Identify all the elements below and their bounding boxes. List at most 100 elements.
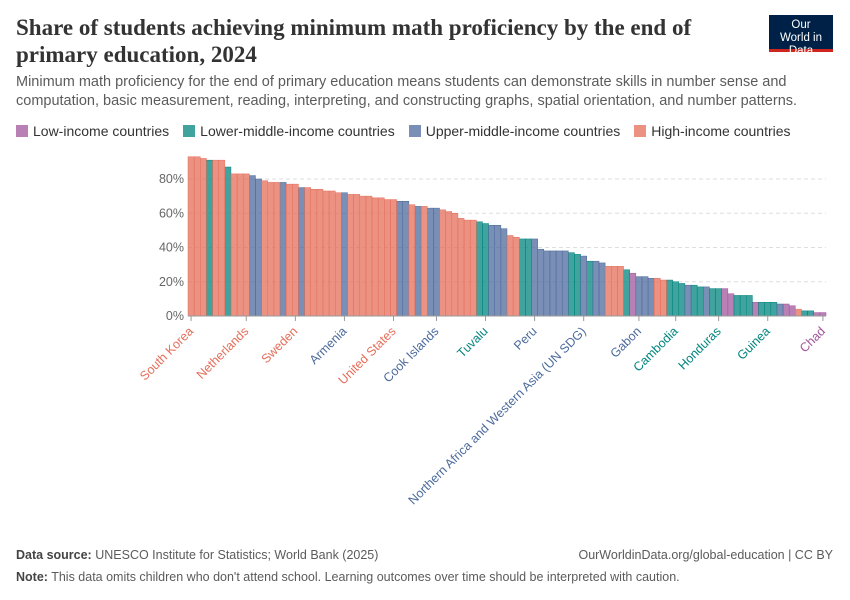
source-text: UNESCO Institute for Statistics; World B…	[95, 548, 379, 562]
y-tick-label: 0%	[166, 309, 184, 323]
logo[interactable]: Our World in Data	[769, 15, 833, 57]
bar	[261, 180, 269, 317]
y-tick-label: 60%	[159, 206, 184, 220]
bar	[445, 211, 453, 317]
bar	[390, 199, 397, 317]
bar	[770, 302, 778, 317]
x-tick-label: Guinea	[734, 324, 772, 362]
bar	[739, 295, 747, 317]
bar	[359, 195, 367, 317]
legend-item[interactable]: High-income countries	[634, 123, 791, 139]
bar	[653, 278, 661, 317]
bar	[629, 272, 637, 317]
bar	[561, 250, 569, 317]
bar	[279, 182, 287, 317]
bar	[322, 190, 330, 317]
bar	[727, 293, 735, 317]
bar	[543, 250, 551, 317]
bar	[371, 197, 379, 317]
x-tick-label: South Korea	[137, 324, 196, 383]
bar	[476, 221, 483, 317]
bar	[537, 248, 545, 317]
bar	[672, 281, 680, 317]
bar	[660, 279, 667, 317]
bar	[242, 173, 250, 317]
bar	[402, 201, 410, 317]
note-label: Note:	[16, 570, 48, 584]
bar	[641, 276, 649, 317]
x-tick-label: Chad	[797, 324, 828, 355]
bar	[433, 207, 440, 317]
bar	[801, 310, 808, 317]
bar	[623, 269, 630, 317]
bar	[678, 283, 686, 317]
bar	[709, 288, 716, 317]
bar	[341, 192, 348, 317]
bar	[200, 158, 207, 317]
source: Data source: UNESCO Institute for Statis…	[16, 548, 378, 562]
bar	[776, 303, 784, 317]
bar	[647, 278, 655, 317]
bar	[666, 279, 673, 317]
bar	[752, 302, 759, 317]
bar	[813, 312, 821, 317]
x-tick-label: Northern Africa and Western Asia (UN SDG…	[406, 324, 589, 507]
bar	[494, 224, 502, 317]
bar	[635, 276, 643, 317]
bar	[463, 219, 471, 317]
bar	[420, 206, 428, 317]
bar	[617, 266, 624, 317]
bar	[746, 295, 753, 317]
legend-swatch	[16, 125, 28, 137]
bar	[193, 156, 201, 317]
bar	[512, 236, 520, 317]
legend-swatch	[634, 125, 647, 137]
bar	[396, 201, 403, 317]
bar	[427, 207, 434, 317]
bar	[377, 197, 385, 317]
chart-subtitle: Minimum math proficiency for the end of …	[16, 74, 798, 109]
bar	[298, 187, 305, 317]
legend-label: Lower-middle-income countries	[200, 123, 395, 139]
x-tick-label: Tuvalu	[455, 324, 491, 360]
bar	[249, 175, 256, 317]
legend-item[interactable]: Upper-middle-income countries	[408, 123, 621, 139]
x-tick-label: Sweden	[259, 324, 301, 366]
bar	[224, 166, 232, 317]
bar	[408, 204, 416, 317]
y-tick-label: 40%	[159, 241, 184, 255]
legend-label: Upper-middle-income countries	[425, 123, 621, 139]
source-url[interactable]: OurWorldinData.org/global-education | CC…	[578, 548, 833, 562]
legend-label: Low-income countries	[33, 123, 170, 139]
bar	[384, 199, 391, 317]
bar	[807, 310, 814, 317]
x-tick-label: Netherlands	[194, 324, 252, 382]
bar	[347, 194, 354, 317]
legend-label: High-income countries	[651, 123, 791, 139]
bar	[304, 187, 311, 317]
bar	[236, 173, 244, 317]
chart-title: Share of students achieving minimum math…	[16, 15, 692, 67]
bar	[506, 235, 514, 317]
bar	[758, 302, 765, 317]
legend-item[interactable]: Low-income countries	[16, 123, 169, 139]
bar	[285, 183, 293, 317]
bar	[580, 255, 587, 317]
bar	[764, 302, 772, 317]
bar	[316, 189, 324, 317]
x-tick-label: Peru	[511, 324, 540, 353]
bar	[598, 262, 606, 317]
note-text: This data omits children who don't atten…	[51, 570, 680, 584]
bar	[555, 250, 563, 317]
bar	[795, 308, 802, 317]
bar	[500, 228, 508, 317]
bar	[574, 254, 581, 317]
bar	[365, 195, 373, 317]
bar	[457, 218, 465, 317]
bar	[451, 213, 459, 317]
legend-item[interactable]: Lower-middle-income countries	[183, 123, 395, 139]
bar	[592, 260, 600, 317]
bar	[788, 305, 796, 317]
